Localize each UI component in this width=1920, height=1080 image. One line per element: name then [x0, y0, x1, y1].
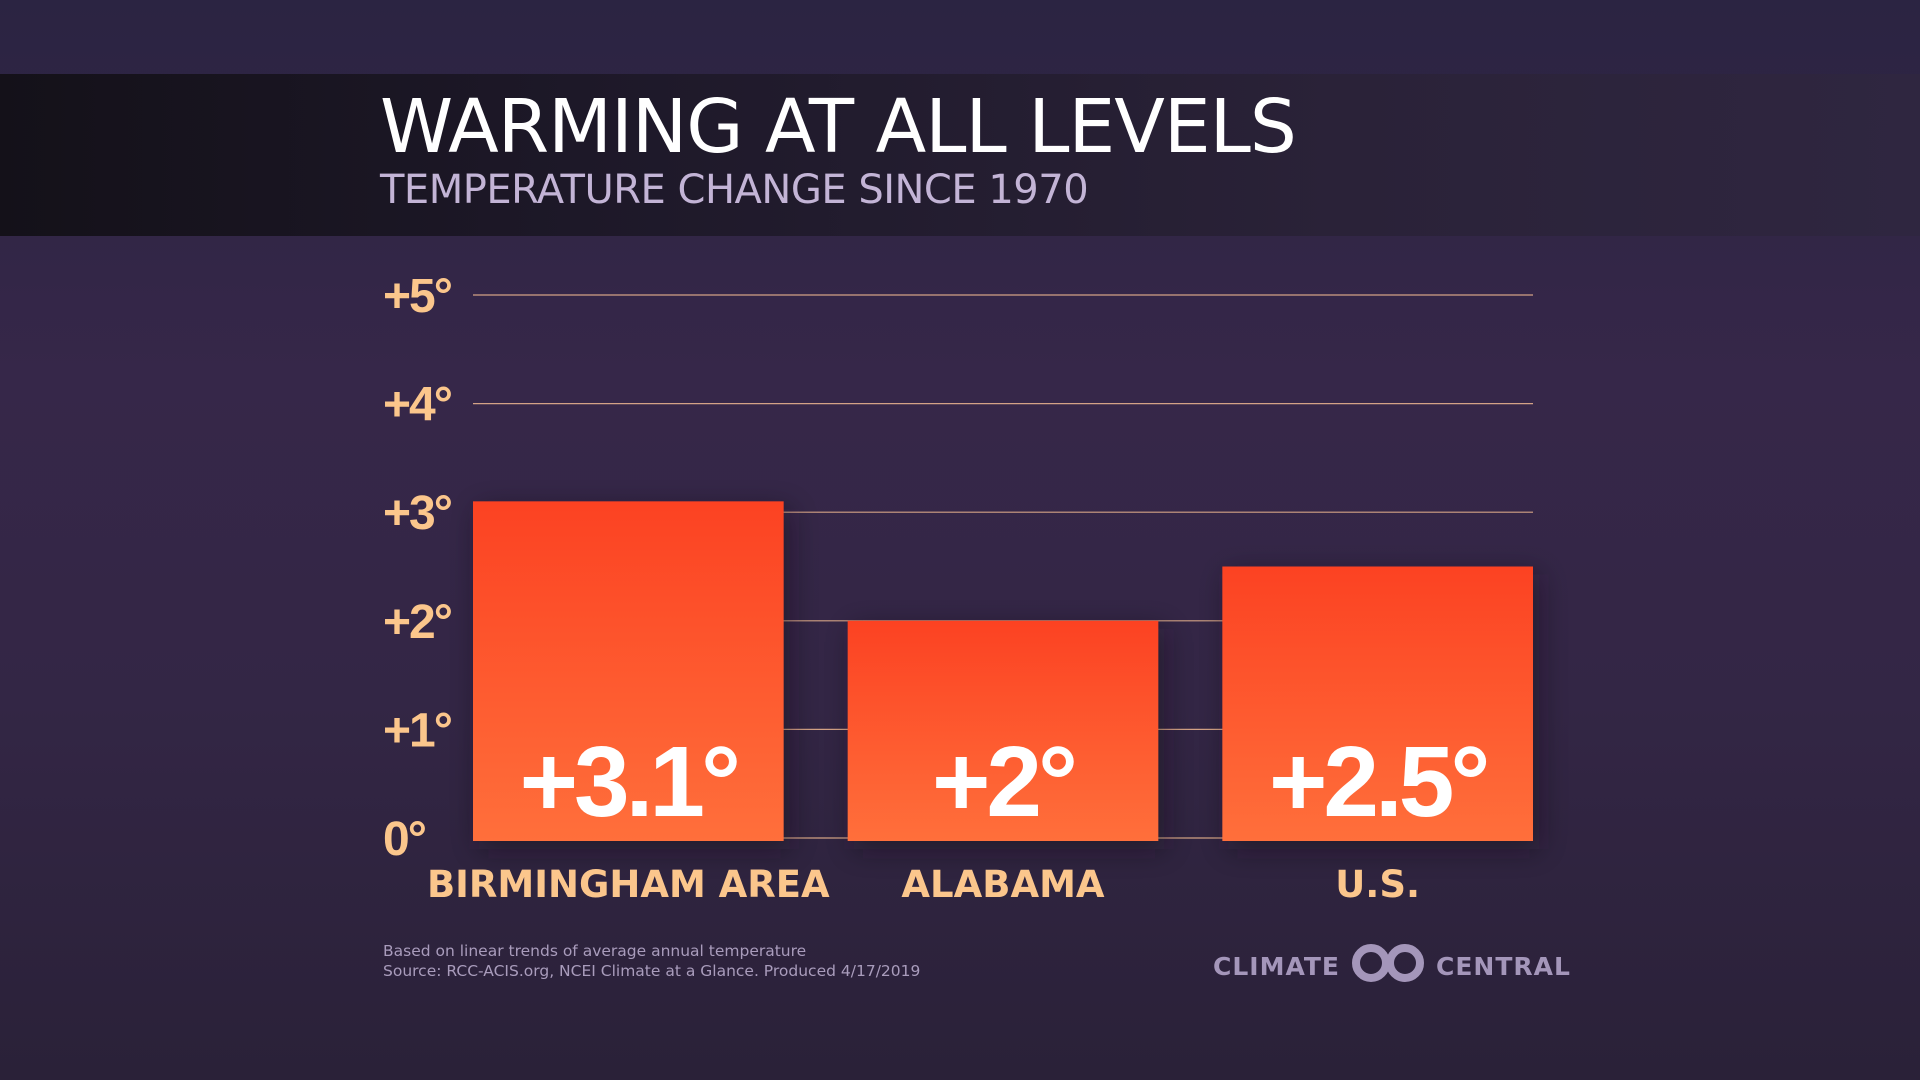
bar-value-label: +2.5° [1269, 726, 1486, 838]
y-tick-label: +3° [383, 487, 452, 540]
y-tick-label: +5° [383, 270, 452, 323]
bars [473, 501, 1539, 849]
title-band [0, 74, 1920, 236]
category-label: BIRMINGHAM AREA [427, 863, 830, 906]
bar [1222, 566, 1533, 841]
bar-value-label: +2° [932, 726, 1074, 838]
chart-title: WARMING AT ALL LEVELS [380, 84, 1297, 170]
climate-central-rings-icon [1352, 944, 1424, 988]
source-notes: Based on linear trends of average annual… [383, 941, 920, 981]
labels: +3.1° BIRMINGHAM AREA +2° ALABAMA +2.5° U.S. [427, 726, 1490, 906]
climate-central-logo: CLIMATE CENTRAL [1213, 944, 1571, 988]
source-note: Source: RCC-ACIS.org, NCEI Climate at a … [383, 962, 921, 980]
category-label: U.S. [1335, 863, 1420, 906]
y-axis-ticks: 0° +1° +2° +3° +4° +5° [383, 270, 454, 866]
bar-value-label: +3.1° [520, 726, 737, 838]
method-note: Based on linear trends of average annual… [383, 942, 807, 960]
y-tick-label: +2° [383, 596, 452, 649]
logo-text-left: CLIMATE [1213, 951, 1340, 981]
y-tick-label: 0° [383, 813, 426, 866]
logo-text-right: CENTRAL [1436, 951, 1571, 981]
bar [847, 620, 1159, 841]
y-tick-label: +4° [383, 379, 452, 432]
y-tick-label: +1° [383, 704, 452, 757]
category-label: ALABAMA [901, 863, 1105, 906]
chart-subtitle: TEMPERATURE CHANGE SINCE 1970 [380, 167, 1089, 213]
bar [473, 501, 784, 841]
